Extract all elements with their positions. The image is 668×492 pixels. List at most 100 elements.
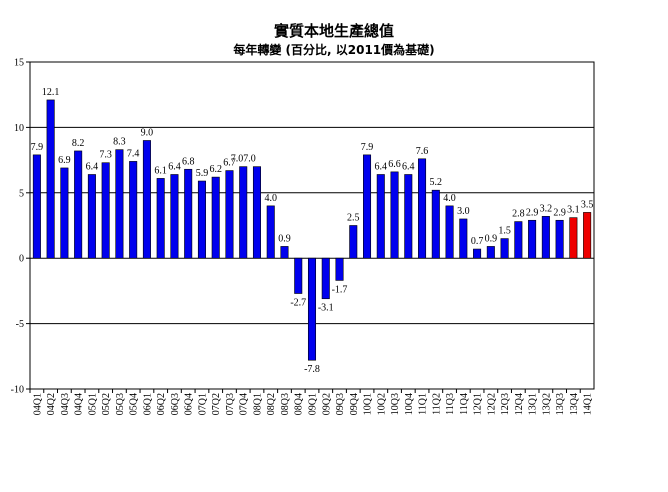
x-tick-label: 12Q1 <box>473 393 484 415</box>
data-label: 7.07.0 <box>231 154 256 165</box>
bar <box>307 257 317 361</box>
bar <box>431 189 440 259</box>
data-label: 6.7 <box>223 158 236 169</box>
x-tick-label: 06Q2 <box>156 393 167 415</box>
x-tick-label: 09Q4 <box>349 393 360 415</box>
x-tick-label: 12Q4 <box>514 393 525 415</box>
y-tick-label: -5 <box>16 319 24 330</box>
y-tick-label: 10 <box>14 123 24 134</box>
data-label: 2.8 <box>512 209 525 220</box>
x-tick-label: 05Q4 <box>129 393 140 415</box>
bar <box>252 166 261 259</box>
x-tick-label: 07Q1 <box>197 393 208 415</box>
chart-title: 實質本地生產總值 <box>273 22 394 40</box>
bar <box>129 161 138 259</box>
x-tick-label: 04Q1 <box>32 393 43 415</box>
x-tick-label: 08Q2 <box>266 393 277 415</box>
data-label: 7.3 <box>99 150 112 161</box>
data-label: 9.0 <box>141 127 154 138</box>
data-label: 7.6 <box>416 146 429 157</box>
data-label: -1.7 <box>332 284 348 295</box>
bar <box>445 205 454 259</box>
bar <box>266 205 275 259</box>
bar <box>32 154 41 259</box>
x-tick-label: 13Q4 <box>569 393 580 415</box>
data-label: 6.4 <box>86 161 99 172</box>
y-tick-label: 0 <box>19 254 24 265</box>
data-label: 8.3 <box>113 137 126 148</box>
data-label: 0.9 <box>278 233 291 244</box>
data-label: 6.4 <box>168 161 181 172</box>
data-label: 2.5 <box>347 213 360 224</box>
data-label: 7.9 <box>31 142 44 153</box>
x-tick-label: 10Q2 <box>376 393 387 415</box>
x-tick-label: 05Q3 <box>115 393 126 415</box>
data-label: 3.1 <box>567 205 580 216</box>
bar <box>555 219 564 259</box>
x-tick-label: 09Q1 <box>308 393 319 415</box>
x-tick-label: 05Q1 <box>87 393 98 415</box>
x-tick-label: 13Q2 <box>541 393 552 415</box>
data-label: 6.6 <box>388 159 401 170</box>
bar <box>486 246 495 259</box>
bar <box>60 167 69 259</box>
data-label: 3.5 <box>581 199 594 210</box>
x-tick-label: 06Q4 <box>184 393 195 415</box>
x-tick-label: 10Q4 <box>404 393 415 415</box>
bar <box>335 257 344 281</box>
chart-subtitle: 每年轉變 (百分比, 以2011價為基礎) <box>233 43 435 57</box>
bar <box>280 246 289 259</box>
y-tick-label: 15 <box>14 58 24 69</box>
x-tick-label: 08Q3 <box>280 393 291 415</box>
data-label: 8.2 <box>72 138 85 149</box>
bar <box>211 176 220 259</box>
data-label: -2.7 <box>290 298 306 309</box>
bar <box>363 154 372 259</box>
data-label: 5.2 <box>430 177 443 188</box>
x-tick-label: 11Q2 <box>431 393 442 415</box>
x-tick-label: 06Q3 <box>170 393 181 415</box>
x-tick-label: 05Q2 <box>101 393 112 415</box>
y-tick-label: -10 <box>11 385 24 396</box>
data-label: 0.9 <box>485 233 498 244</box>
data-label: 2.9 <box>553 207 566 218</box>
bar <box>541 216 550 259</box>
data-label: 6.4 <box>402 161 415 172</box>
x-tick-label: 12Q3 <box>500 393 511 415</box>
bar <box>583 212 592 259</box>
x-tick-label: 08Q1 <box>252 393 263 415</box>
bar <box>184 168 193 259</box>
bar <box>239 166 248 259</box>
bar <box>294 257 303 294</box>
data-label: 4.0 <box>264 193 277 204</box>
bar <box>459 218 468 259</box>
data-label: 3.2 <box>540 203 553 214</box>
data-label: 6.4 <box>375 161 388 172</box>
y-tick-label: 5 <box>19 188 24 199</box>
bar <box>87 174 96 259</box>
bar <box>528 219 537 259</box>
bar <box>156 178 165 259</box>
x-tick-label: 06Q1 <box>142 393 153 415</box>
x-tick-label: 04Q4 <box>74 393 85 415</box>
data-label: 1.5 <box>498 226 511 237</box>
bar <box>46 99 55 259</box>
bar <box>197 180 206 259</box>
x-tick-label: 11Q4 <box>459 393 470 415</box>
bar <box>500 238 509 259</box>
data-label: 0.7 <box>471 236 484 247</box>
bar <box>74 150 83 259</box>
x-tick-label: 07Q2 <box>211 393 222 415</box>
x-tick-label: 13Q3 <box>555 393 566 415</box>
bar <box>321 257 330 300</box>
bar <box>404 174 413 259</box>
data-label: 4.0 <box>443 193 456 204</box>
data-label: 5.9 <box>196 168 209 179</box>
x-tick-label: 11Q1 <box>418 393 429 415</box>
bar <box>390 171 399 259</box>
bar <box>569 217 578 259</box>
data-label: 6.1 <box>154 165 167 176</box>
data-label: -3.1 <box>318 303 334 314</box>
bar <box>225 170 234 259</box>
